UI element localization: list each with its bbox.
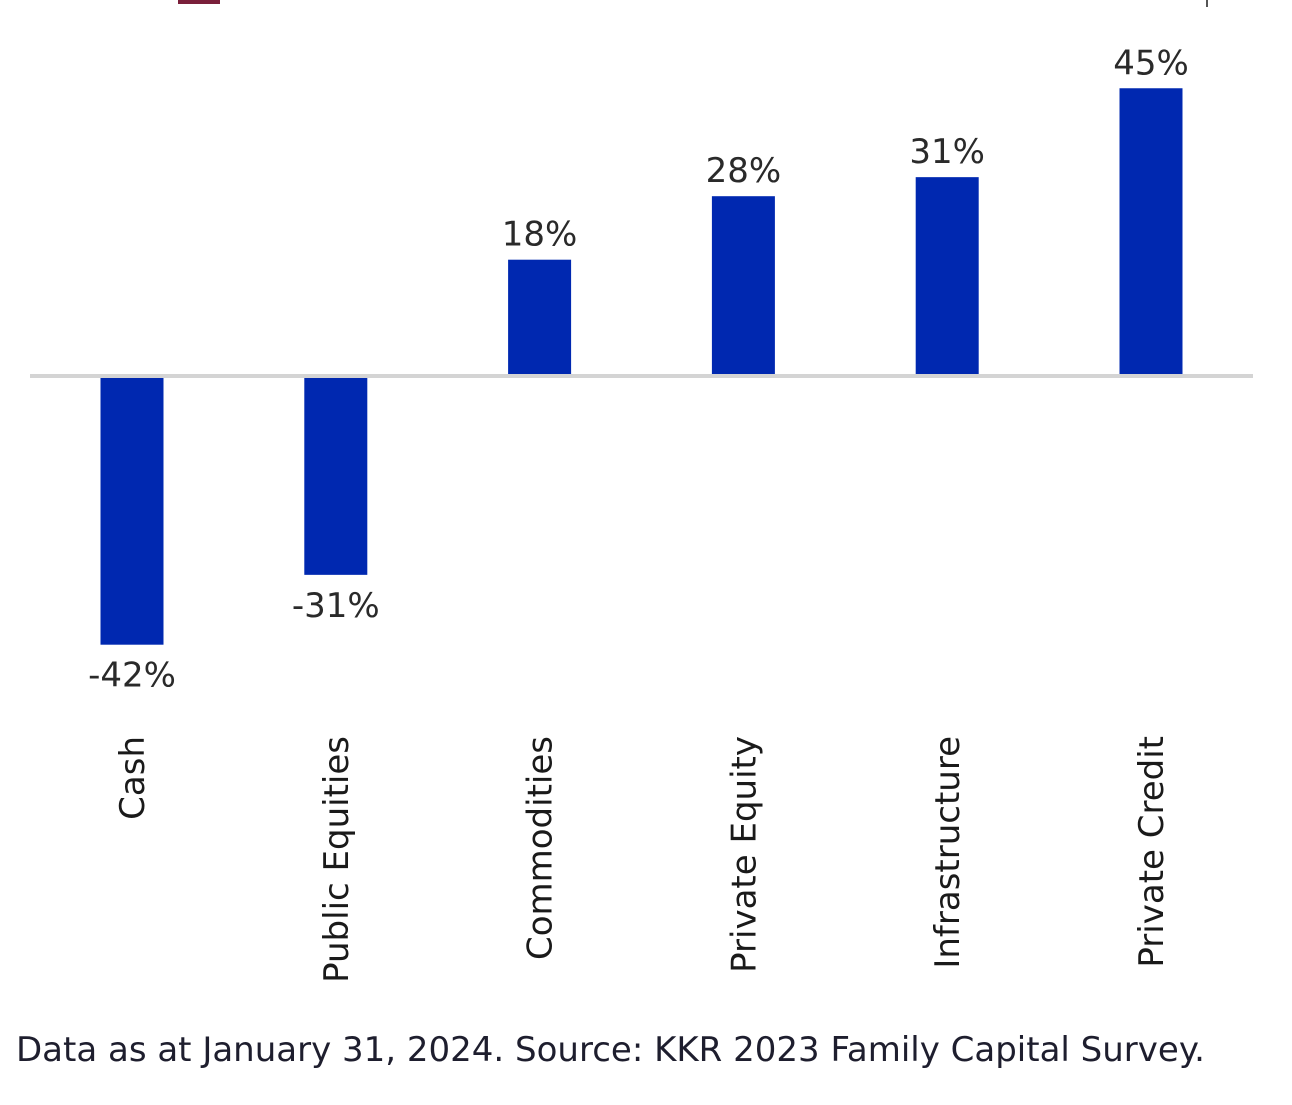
bar-public-equities — [304, 378, 368, 575]
category-label-infrastructure: Infrastructure — [928, 736, 968, 969]
value-label-infrastructure: 31% — [909, 132, 985, 172]
value-labels-group: -42% -31% 18% 28% 31% 45% — [88, 43, 1189, 695]
bar-commodities — [508, 259, 572, 374]
category-label-private-equity: Private Equity — [724, 736, 764, 973]
bar-cash — [100, 378, 164, 645]
bar-infrastructure — [915, 177, 979, 374]
category-label-commodities: Commodities — [521, 736, 561, 960]
value-label-public-equities: -31% — [292, 586, 380, 626]
bars-group — [100, 88, 1183, 645]
category-labels-group: Cash Public Equities Commodities Private Eq… — [113, 736, 1172, 983]
bar-chart: -42% -31% 18% 28% 31% 45% Cash Public Equities… — [30, 43, 1253, 983]
value-label-commodities: 18% — [502, 215, 578, 255]
category-label-public-equities: Public Equities — [317, 736, 357, 983]
category-label-private-credit: Private Credit — [1132, 736, 1172, 968]
source-footnote: Data as at January 31, 2024. Source: KKR… — [16, 1030, 1205, 1070]
value-label-cash: -42% — [88, 656, 176, 696]
top-accent-decoration — [178, 0, 220, 4]
value-label-private-equity: 28% — [706, 151, 782, 191]
bar-private-credit — [1119, 88, 1183, 374]
value-label-private-credit: 45% — [1113, 43, 1189, 83]
category-label-cash: Cash — [113, 736, 153, 820]
top-tick-decoration — [1206, 0, 1208, 7]
bar-private-equity — [711, 196, 775, 374]
